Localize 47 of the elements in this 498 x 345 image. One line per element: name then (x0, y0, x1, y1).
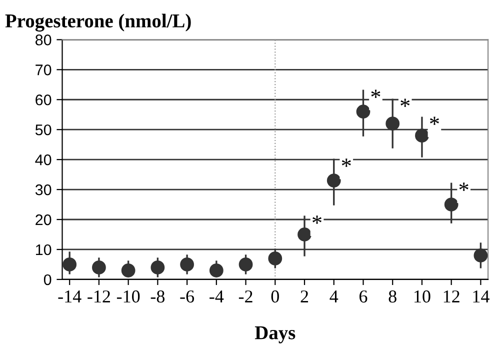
point (326, 174, 341, 188)
x-axis-title: Days (254, 326, 296, 344)
x-tick-label: -6 (180, 290, 194, 303)
point (415, 128, 429, 143)
y-axis-title: Progesterone (nmol/L) (5, 14, 191, 32)
y-tick-label: 60 (36, 94, 52, 106)
point (180, 258, 194, 272)
point (238, 258, 253, 272)
x-tick-label: -8 (150, 290, 165, 303)
y-tick-label: 70 (36, 64, 52, 76)
x-tick-label: -14 (58, 290, 82, 302)
annotation: * (459, 182, 468, 191)
x-tick-label: 4 (330, 290, 338, 302)
point (386, 116, 400, 131)
x-tick-label: -4 (210, 290, 224, 302)
point (268, 252, 282, 266)
x-tick-label: 8 (388, 290, 396, 303)
point (356, 104, 370, 119)
annotation: * (371, 90, 380, 98)
x-tick-label: 2 (300, 290, 308, 302)
y-tick-label: 10 (36, 244, 52, 256)
x-tick-label: 14 (473, 290, 490, 302)
point (62, 258, 77, 272)
point (150, 260, 165, 274)
point (444, 198, 458, 212)
x-tick-label: -2 (238, 290, 252, 302)
x-tick-label: 12 (444, 290, 460, 302)
annotation: * (342, 158, 351, 167)
y-tick-label: 50 (35, 124, 52, 136)
y-tick-label: 20 (36, 214, 52, 226)
y-tick-label: 0 (44, 274, 52, 286)
y-tick-label: 40 (35, 154, 52, 166)
annotation: * (430, 116, 439, 125)
annotation: * (312, 216, 322, 224)
x-tick-label: -10 (116, 290, 140, 303)
x-tick-label: 10 (414, 290, 430, 303)
point (209, 264, 224, 278)
y-tick-label: 30 (35, 184, 52, 196)
point (121, 264, 136, 278)
x-tick-label: -12 (88, 290, 110, 302)
point (474, 248, 488, 262)
x-tick-label: 0 (271, 290, 279, 303)
point (92, 260, 106, 274)
y-tick-label: 80 (36, 34, 52, 46)
point (298, 228, 312, 242)
annotation: * (400, 98, 410, 107)
x-tick-label: 6 (360, 290, 368, 303)
